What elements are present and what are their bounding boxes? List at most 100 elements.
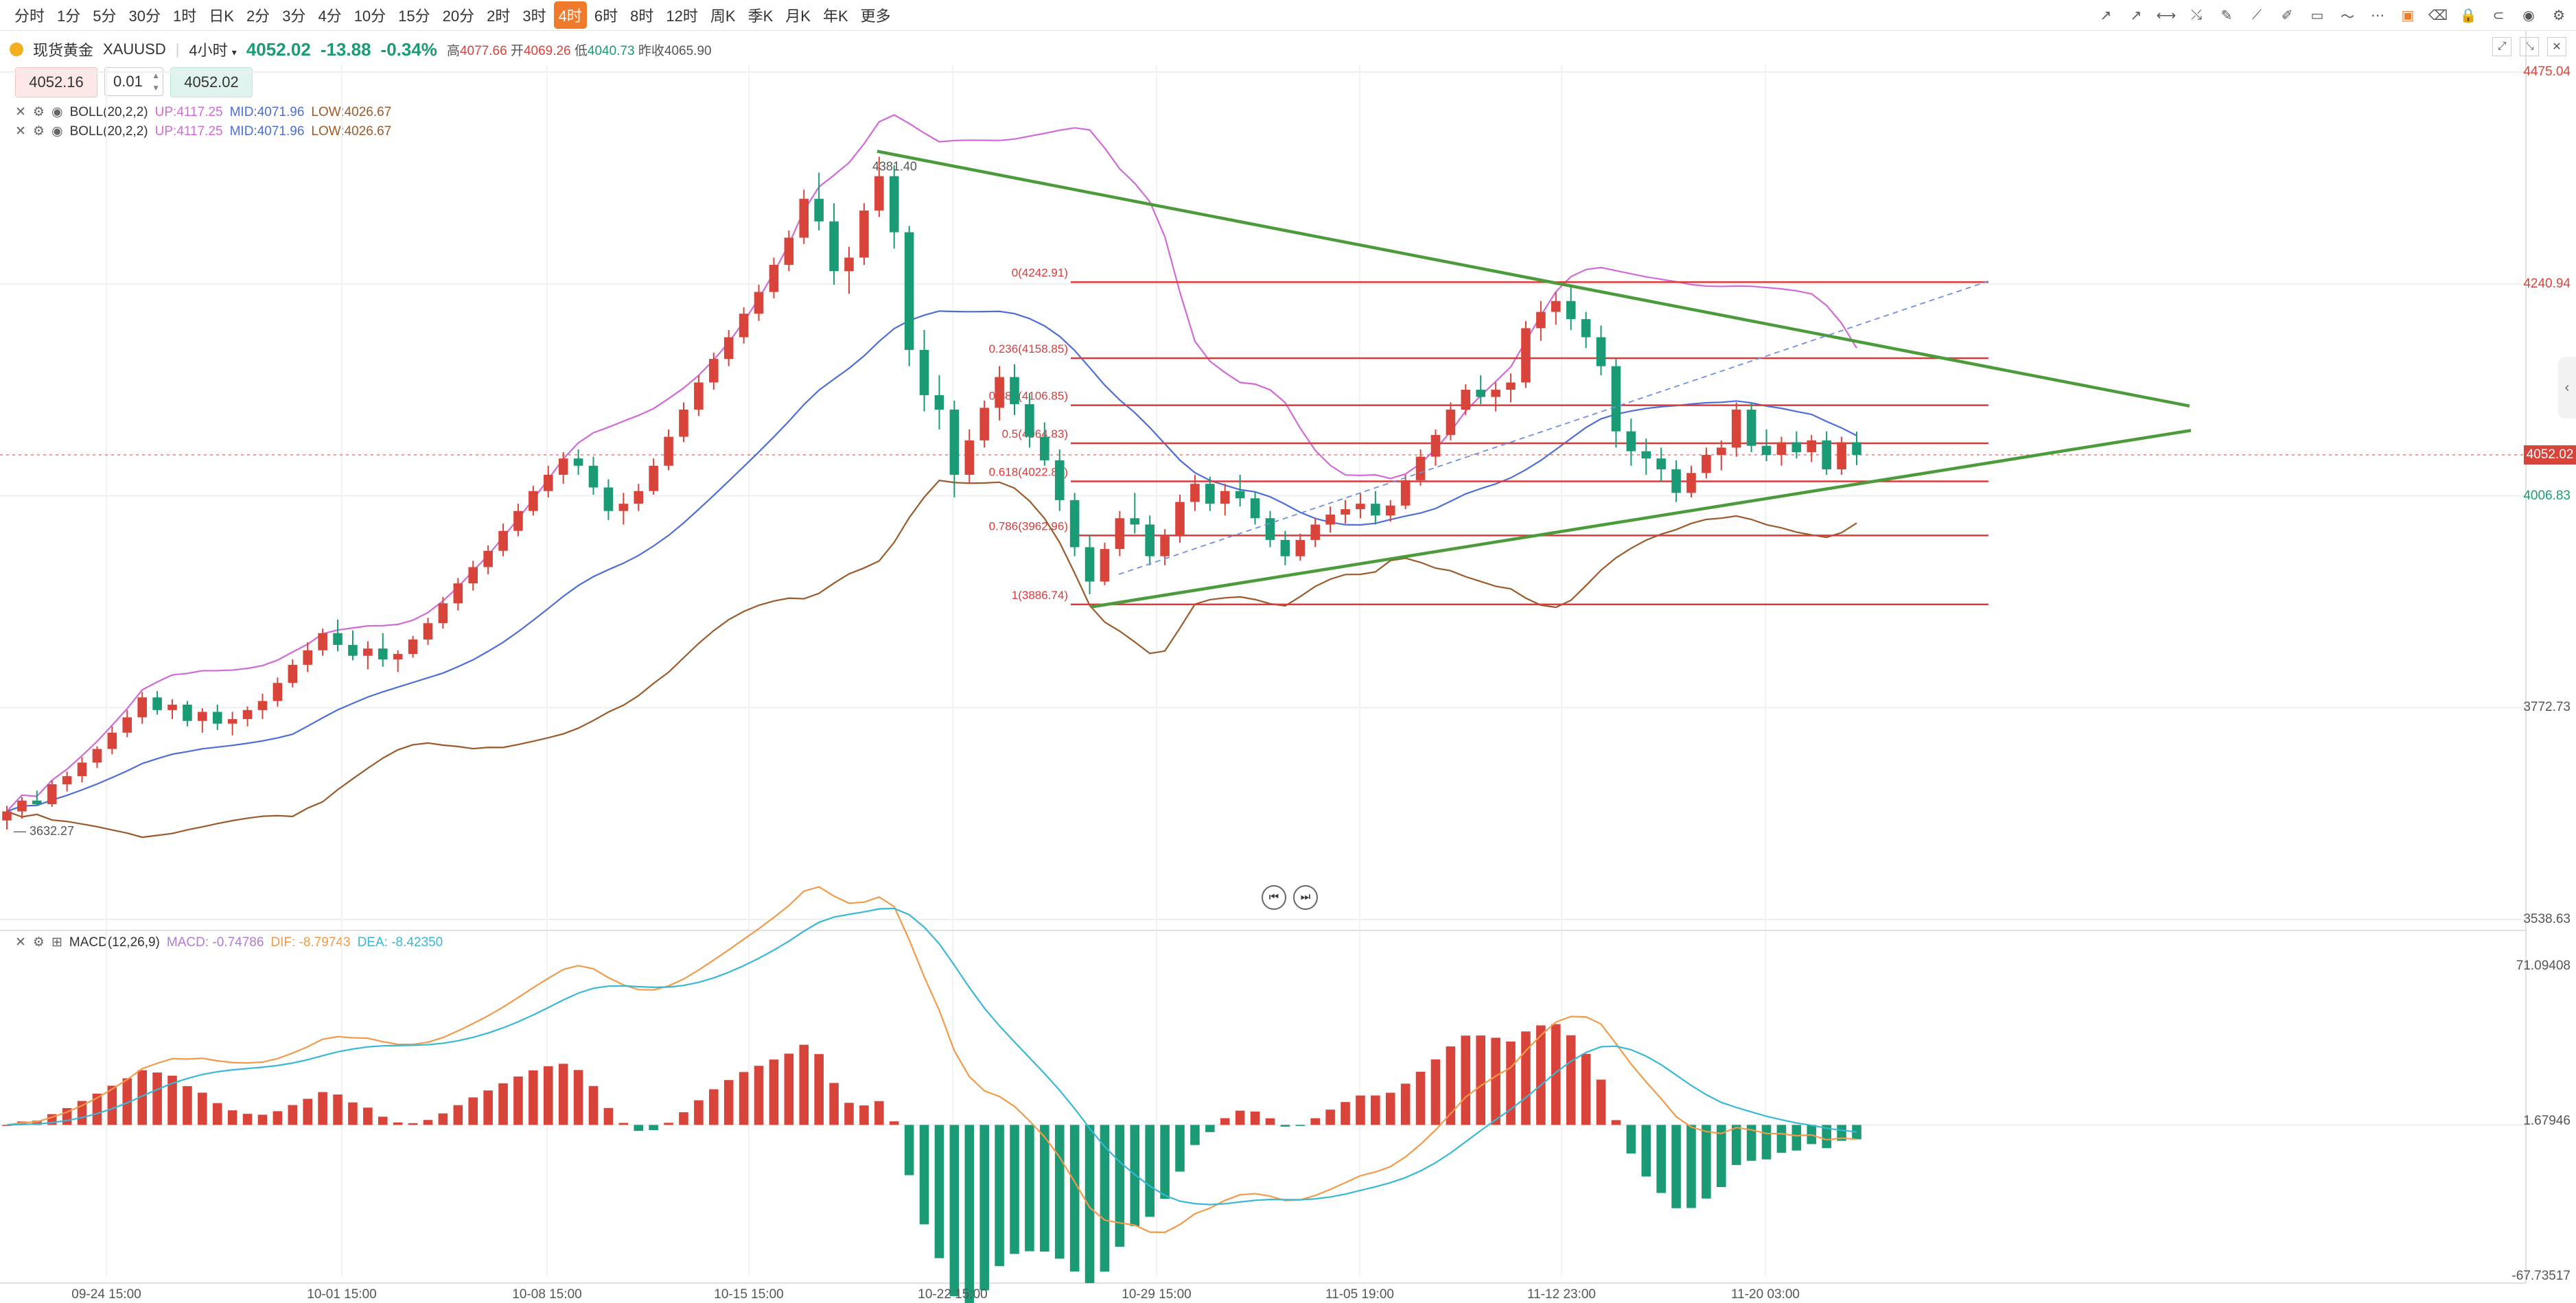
ray-icon[interactable]: ↗ <box>2130 8 2142 23</box>
timeframe-18[interactable]: 周K <box>706 1 741 29</box>
macd-histogram-bar <box>709 1089 719 1125</box>
timeframe-3[interactable]: 30分 <box>124 1 165 29</box>
timeframe-11[interactable]: 20分 <box>438 1 479 29</box>
gold-icon <box>10 43 23 56</box>
candle-body <box>1596 337 1606 366</box>
scroll-end-button[interactable]: ⏭ <box>1293 885 1318 910</box>
eye-icon[interactable]: ◉ <box>51 124 63 139</box>
gear-icon[interactable]: ⚙ <box>32 105 45 119</box>
add-icon[interactable]: ⊞ <box>51 935 62 950</box>
eraser-icon[interactable]: ⌫ <box>2428 8 2448 23</box>
grid <box>0 30 2527 1284</box>
timeframe-7[interactable]: 3分 <box>277 1 310 29</box>
timeframe-8[interactable]: 4分 <box>313 1 346 29</box>
macd-histogram-bar <box>1731 1125 1741 1165</box>
timeframe-0[interactable]: 分时 <box>10 1 49 29</box>
drawing-tools: ↗ ↗ ⟷ ⤯ ✎ ⟋ ✐ ▭ 〜 ⋯ ▣ ⌫ 🔒 ⊂ ◉ ⚙ <box>2096 0 2569 30</box>
remove-icon[interactable]: ✕ <box>15 105 26 119</box>
gear-icon[interactable]: ⚙ <box>32 124 45 139</box>
lock-icon[interactable]: 🔒 <box>2459 8 2477 23</box>
macd-histogram-bar <box>1356 1095 1365 1125</box>
candle-body <box>1461 389 1471 410</box>
candle-body <box>483 550 493 567</box>
open-value: 4069.26 <box>523 43 571 58</box>
candle-body <box>814 198 824 222</box>
timeframe-22[interactable]: 更多 <box>856 1 896 29</box>
timeframe-12[interactable]: 2时 <box>482 1 515 29</box>
chart-navigation: ⏮ ⏭ <box>1262 885 1318 910</box>
macd-histogram-bar <box>1746 1125 1756 1161</box>
interval-selector[interactable]: 4小时 ▾ <box>189 38 236 60</box>
candle-body <box>1310 524 1321 540</box>
template-icon[interactable]: ▣ <box>2401 8 2415 23</box>
timeframe-5[interactable]: 日K <box>204 1 239 29</box>
candle-body <box>212 712 222 724</box>
sell-price-button[interactable]: 4052.16 <box>15 67 97 97</box>
timeframe-20[interactable]: 月K <box>780 1 815 29</box>
candle-body <box>1235 491 1245 499</box>
timeframe-10[interactable]: 15分 <box>393 1 434 29</box>
timeframe-14[interactable]: 4时 <box>553 1 587 29</box>
magnet-icon[interactable]: ⊂ <box>2492 8 2505 23</box>
timeframe-19[interactable]: 季K <box>743 1 778 29</box>
buy-price-button[interactable]: 4052.02 <box>170 67 253 97</box>
dea-line <box>6 907 1857 1206</box>
pen-icon[interactable]: ✎ <box>2220 8 2233 23</box>
settings-icon[interactable]: ⚙ <box>2553 8 2565 23</box>
boll-mid-line <box>6 310 1857 812</box>
fan-icon[interactable]: ⟋ <box>2252 7 2262 23</box>
fibonacci-retracement[interactable]: 0(4242.91) 0.236(4158.85) 0.382(4106.85) 0.… <box>989 266 1988 606</box>
timeframe-15[interactable]: 6时 <box>590 1 623 29</box>
candle-body <box>318 633 327 650</box>
macd-axis-label: 1.67946 <box>2523 1114 2571 1128</box>
candle-body <box>844 257 854 272</box>
wave-icon[interactable]: 〜 <box>2341 9 2354 25</box>
boll-low-value: LOW:4026.67 <box>311 104 392 119</box>
timeframe-16[interactable]: 8时 <box>625 1 658 29</box>
macd-histogram-bar <box>1641 1125 1651 1177</box>
timeframe-21[interactable]: 年K <box>818 1 853 29</box>
fib-label-0.786: 0.786(3962.96) <box>989 519 1068 532</box>
macd-histogram-bar <box>664 1123 673 1125</box>
quantity-stepper[interactable]: 0.01 ▲ ▼ <box>104 67 163 96</box>
indicator-name: BOLL(20,2,2) <box>69 124 148 139</box>
eye-icon[interactable]: ◉ <box>51 105 63 119</box>
candle-body <box>949 409 960 475</box>
scroll-start-button[interactable]: ⏮ <box>1262 885 1286 910</box>
close-icon[interactable]: ✕ <box>2547 37 2566 56</box>
candle-body <box>1671 469 1681 493</box>
arrow-line-icon[interactable]: ↗ <box>2100 8 2112 23</box>
picture-icon[interactable]: ▭ <box>2310 8 2324 23</box>
fullscreen-icon[interactable]: ⤢ <box>2492 37 2511 56</box>
boll-up-value: UP:4117.25 <box>154 104 223 119</box>
macd-histogram-bar <box>769 1059 779 1125</box>
gear-icon[interactable]: ⚙ <box>32 935 45 950</box>
macd-histogram-bar <box>1686 1125 1696 1208</box>
timeframe-9[interactable]: 10分 <box>349 1 391 29</box>
timeframe-17[interactable]: 12时 <box>661 1 702 29</box>
expand-icon[interactable]: ⤡ <box>2520 37 2539 56</box>
timeframe-4[interactable]: 1时 <box>168 1 201 29</box>
timeframe-2[interactable]: 5分 <box>88 1 121 29</box>
stepper-arrows-icon[interactable]: ▲ ▼ <box>152 71 160 93</box>
remove-icon[interactable]: ✕ <box>15 935 26 950</box>
symbol-code[interactable]: XAUUSD <box>103 40 166 58</box>
boll-label-1: ✕ ⚙ ◉ BOLL(20,2,2) UP:4117.25 MID:4071.9… <box>15 104 391 120</box>
trendlines[interactable] <box>877 150 2192 609</box>
candle-body <box>1641 451 1651 459</box>
brush-icon[interactable]: ✐ <box>2281 8 2293 23</box>
symbol-name[interactable]: 现货黄金 <box>33 42 94 59</box>
macd-histogram-bar <box>754 1066 764 1125</box>
remove-icon[interactable]: ✕ <box>15 124 26 139</box>
candle-body <box>679 409 688 437</box>
timeframe-13[interactable]: 3时 <box>518 1 550 29</box>
candle-body <box>1205 484 1215 504</box>
horizontal-line-icon[interactable]: ⟷ <box>2156 8 2177 23</box>
more-dots-icon[interactable]: ⋯ <box>2371 8 2384 23</box>
eye-icon[interactable]: ◉ <box>2522 8 2535 23</box>
side-panel-handle[interactable]: ‹ <box>2558 357 2576 419</box>
trend-tool-icon[interactable]: ⤯ <box>2191 7 2202 23</box>
timeframe-1[interactable]: 1分 <box>52 1 85 29</box>
timeframe-6[interactable]: 2分 <box>242 1 275 29</box>
